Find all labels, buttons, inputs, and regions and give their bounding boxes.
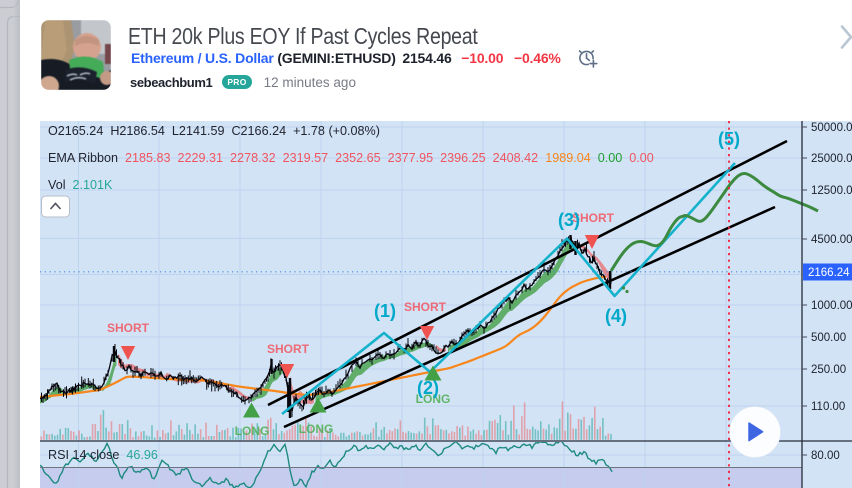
svg-text:(4): (4) bbox=[605, 306, 627, 326]
svg-text:1000.00: 1000.00 bbox=[811, 300, 852, 312]
svg-text:EMA Ribbon 2185.83 2229.31: EMA Ribbon 2185.83 2229.31 2278.32 2319.… bbox=[48, 151, 654, 165]
svg-text:12500.00: 12500.00 bbox=[811, 185, 852, 197]
svg-text:SHORT: SHORT bbox=[107, 321, 150, 335]
svg-text:25000.00: 25000.00 bbox=[811, 153, 852, 165]
svg-text:RSI 14 close 46.96: RSI 14 close 46.96 bbox=[48, 448, 158, 462]
svg-text:(3): (3) bbox=[558, 210, 580, 230]
svg-text:(5): (5) bbox=[718, 129, 740, 149]
svg-text:110.00: 110.00 bbox=[811, 401, 845, 413]
svg-text:LONG: LONG bbox=[299, 422, 334, 436]
svg-text:250.00: 250.00 bbox=[811, 364, 846, 376]
svg-text:SHORT: SHORT bbox=[572, 211, 615, 225]
svg-text:50000.00: 50000.00 bbox=[811, 122, 852, 134]
svg-text:2166.24: 2166.24 bbox=[808, 267, 850, 279]
svg-text:SHORT: SHORT bbox=[267, 342, 310, 356]
svg-text:(2): (2) bbox=[417, 378, 439, 398]
svg-text:Vol 2.101K: Vol 2.101K bbox=[48, 178, 113, 192]
svg-text:500.00: 500.00 bbox=[811, 332, 846, 344]
svg-text:LONG: LONG bbox=[235, 424, 270, 438]
svg-text:SHORT: SHORT bbox=[404, 300, 447, 314]
svg-text:(1): (1) bbox=[374, 301, 396, 321]
svg-text:4500.00: 4500.00 bbox=[811, 234, 852, 246]
svg-text:LONG: LONG bbox=[416, 392, 451, 406]
svg-text:O2165.24 H2186.54 L2141.59: O2165.24 H2186.54 L2141.59 C2166.24 +1.7… bbox=[48, 124, 380, 138]
svg-text:80.00: 80.00 bbox=[811, 450, 840, 462]
